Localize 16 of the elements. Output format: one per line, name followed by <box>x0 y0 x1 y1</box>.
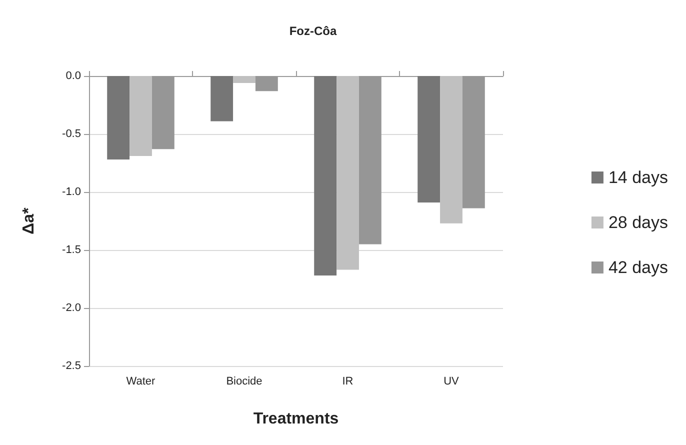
x-axis-title: Treatments <box>253 410 339 428</box>
chart-title: Foz-Côa <box>289 24 337 38</box>
y-tick-label: -2.0 <box>62 302 81 314</box>
legend-label: 14 days <box>608 168 668 187</box>
y-tick-label: -2.5 <box>62 360 81 372</box>
x-tick-label: IR <box>342 376 354 388</box>
y-tick-label: -1.0 <box>62 186 81 198</box>
y-axis-title: Δa* <box>20 206 38 234</box>
x-tick-label: UV <box>444 376 460 388</box>
x-tick-label: Water <box>126 376 156 388</box>
legend-label: 28 days <box>608 213 668 232</box>
y-tick-label: 0.0 <box>66 70 81 82</box>
y-tick-label: -0.5 <box>62 128 81 140</box>
y-tick-label: -1.5 <box>62 244 81 256</box>
x-tick-label: Biocide <box>226 376 262 388</box>
legend-label: 42 days <box>608 258 668 277</box>
